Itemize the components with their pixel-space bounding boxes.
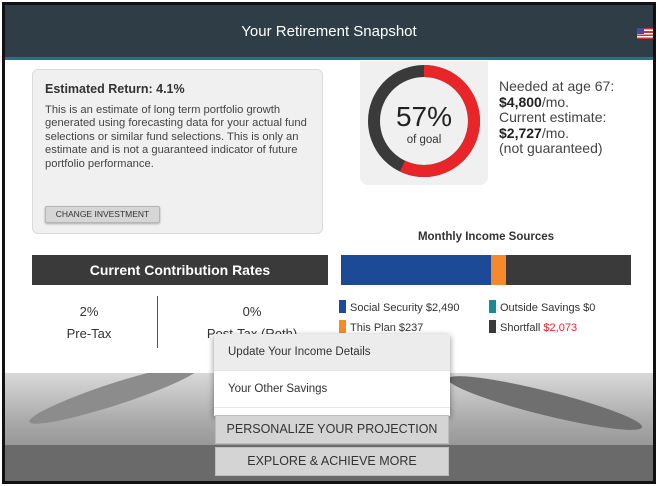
goal-label: of goal bbox=[406, 134, 442, 146]
income-needs: Needed at age 67: $4,800/mo. Current est… bbox=[499, 78, 615, 156]
contribution-rates-header: Current Contribution Rates bbox=[32, 255, 328, 285]
header-bar: Your Retirement Snapshot bbox=[5, 5, 653, 60]
rate-divider bbox=[157, 296, 158, 348]
goal-percent: 57% bbox=[395, 101, 453, 132]
needed-amount: $4,800 bbox=[499, 93, 542, 110]
legend-outside-savings: Outside Savings $0 bbox=[489, 300, 595, 314]
pretax-label: Pre-Tax bbox=[66, 326, 112, 341]
estimated-return-card: Estimated Return: 4.1% This is an estima… bbox=[32, 69, 323, 234]
income-segment-this-plan bbox=[491, 255, 506, 285]
income-sources-title: Monthly Income Sources bbox=[417, 231, 555, 243]
menu-item-other-savings[interactable]: Your Other Savings bbox=[214, 371, 450, 408]
estimated-return-description: This is an estimate of long term portfol… bbox=[45, 104, 307, 170]
income-stack-bar bbox=[341, 255, 631, 285]
personalize-projection-button[interactable]: PERSONALIZE YOUR PROJECTION bbox=[215, 415, 449, 444]
income-segment-shortfall bbox=[505, 255, 631, 285]
menu-item-update-income[interactable]: Update Your Income Details bbox=[214, 334, 450, 371]
income-segment-social-security bbox=[341, 255, 492, 285]
goal-card: 57% of goal bbox=[360, 61, 488, 185]
current-label: Current estimate: bbox=[499, 109, 607, 125]
not-guaranteed-note: (not guaranteed) bbox=[499, 140, 603, 156]
personalize-menu: Update Your Income Details Your Other Sa… bbox=[214, 334, 450, 416]
goal-donut-chart bbox=[368, 65, 480, 177]
donut-progress bbox=[368, 65, 480, 177]
legend-social-security: Social Security $2,490 bbox=[339, 300, 459, 314]
needed-label: Needed at age 67: bbox=[499, 78, 615, 94]
pretax-rate: 2% bbox=[79, 304, 99, 319]
posttax-rate: 0% bbox=[242, 304, 262, 319]
legend-this-plan: This Plan $237 bbox=[339, 320, 423, 334]
current-amount: $2,727 bbox=[499, 124, 542, 141]
legend-shortfall: Shortfall $2,073 bbox=[489, 320, 577, 334]
page-title: Your Retirement Snapshot bbox=[241, 23, 417, 40]
explore-achieve-button[interactable]: EXPLORE & ACHIEVE MORE bbox=[215, 447, 449, 476]
change-investment-button[interactable]: CHANGE INVESTMENT bbox=[45, 206, 160, 223]
estimated-return-title: Estimated Return: 4.1% bbox=[45, 82, 185, 96]
us-flag-icon[interactable] bbox=[637, 28, 653, 39]
